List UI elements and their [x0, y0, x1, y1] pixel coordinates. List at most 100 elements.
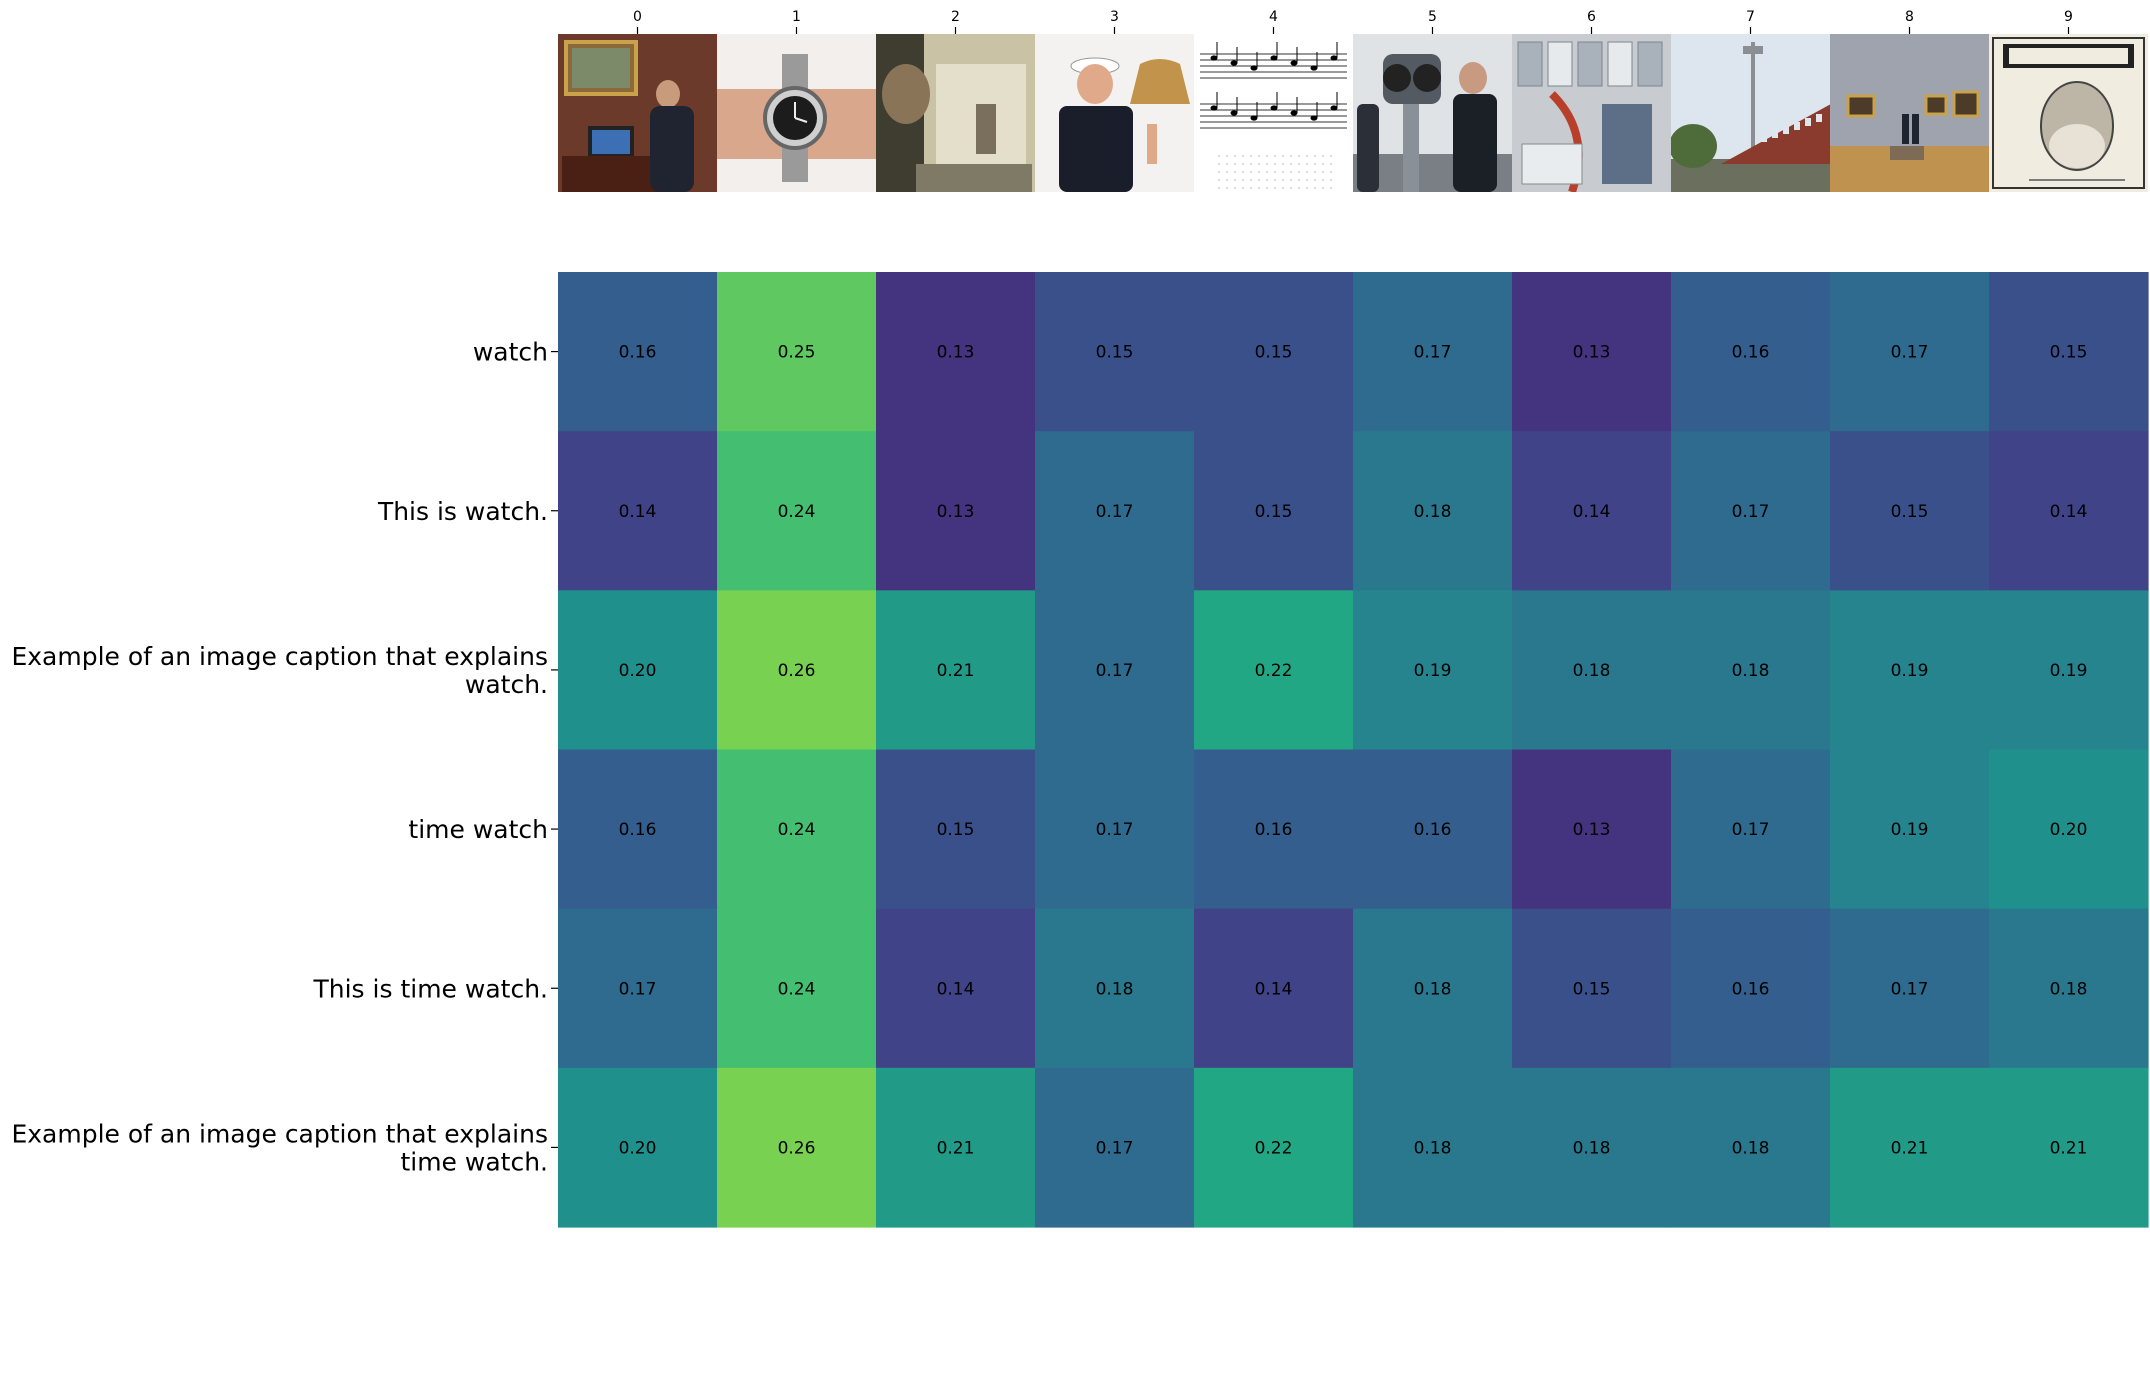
- cell-value-label: 0.17: [1096, 661, 1134, 681]
- heatmap-cell: [558, 590, 718, 751]
- x-tick-label: 8: [1905, 9, 1914, 25]
- heatmap-cell: [558, 1067, 718, 1228]
- column-image-wristwatch-on-wrist: [717, 34, 876, 192]
- heatmap-cell: [1989, 272, 2149, 432]
- heatmap-cell: [1989, 431, 2149, 591]
- cell-value-label: 0.26: [778, 1138, 816, 1158]
- cell-value-label: 0.17: [1414, 343, 1452, 363]
- cell-value-label: 0.18: [1732, 661, 1770, 681]
- cell-value-label: 0.18: [1732, 1138, 1770, 1158]
- x-tick-label: 9: [2064, 9, 2073, 25]
- heatmap-cell: [1035, 908, 1195, 1069]
- heatmap-cells: 0.16 0.25 0.13 0.15 0.15 0.17 0.13 0.16 0.17 0.15…: [558, 272, 2149, 1228]
- heatmap-cell: [1830, 908, 1990, 1069]
- x-tick-label: 6: [1587, 9, 1596, 25]
- heatmap-cell: [1671, 272, 1831, 432]
- cell-value-label: 0.14: [2050, 502, 2088, 522]
- cell-value-label: 0.15: [1255, 343, 1293, 363]
- heatmap-cell: [1671, 590, 1831, 751]
- heatmap-cell: [558, 908, 718, 1069]
- cell-value-label: 0.18: [1573, 661, 1611, 681]
- y-axis-ticks: watch This is watch. Example of an image c…: [11, 338, 558, 1176]
- cell-value-label: 0.24: [778, 502, 816, 522]
- heatmap-cell: [558, 431, 718, 591]
- cell-value-label: 0.14: [1255, 979, 1293, 999]
- heatmap-cell: [876, 908, 1036, 1069]
- heatmap-cell: [1512, 749, 1672, 910]
- heatmap-cell: [876, 590, 1036, 751]
- cell-value-label: 0.13: [1573, 820, 1611, 840]
- x-tick-label: 0: [633, 9, 642, 25]
- column-image-sheet-music-score: [1194, 34, 1353, 192]
- heatmap-cell: [1671, 908, 1831, 1069]
- heatmap-cell: [717, 908, 877, 1069]
- heatmap-cell: [1512, 590, 1672, 751]
- cell-value-label: 0.13: [937, 502, 975, 522]
- cell-value-label: 0.15: [1255, 502, 1293, 522]
- cell-value-label: 0.21: [2050, 1138, 2088, 1158]
- heatmap-cell: [717, 272, 877, 432]
- x-tick-label: 7: [1746, 9, 1755, 25]
- y-tick-label: Example of an image caption that explain…: [11, 1119, 548, 1148]
- cell-value-label: 0.16: [1414, 820, 1452, 840]
- heatmap-cell: [1035, 431, 1195, 591]
- heatmap-cell: [1035, 1067, 1195, 1228]
- cell-value-label: 0.14: [1573, 502, 1611, 522]
- heatmap-cell: [1830, 749, 1990, 910]
- cell-value-label: 0.19: [1891, 820, 1929, 840]
- cell-value-label: 0.15: [1096, 343, 1134, 363]
- x-tick-label: 2: [951, 9, 960, 25]
- cell-value-label: 0.17: [1891, 979, 1929, 999]
- cell-value-label: 0.24: [778, 820, 816, 840]
- cell-value-label: 0.21: [937, 1138, 975, 1158]
- cell-value-label: 0.20: [2050, 820, 2088, 840]
- heatmap-cell: [876, 431, 1036, 591]
- heatmap-cell: [1830, 1067, 1990, 1228]
- heatmap-cell: [717, 1067, 877, 1228]
- cell-value-label: 0.17: [1891, 343, 1929, 363]
- heatmap-cell: [1194, 749, 1354, 910]
- cell-value-label: 0.15: [937, 820, 975, 840]
- cell-value-label: 0.17: [1732, 820, 1770, 840]
- cell-value-label: 0.26: [778, 661, 816, 681]
- heatmap-cell: [558, 272, 718, 432]
- heatmap-cell: [1830, 272, 1990, 432]
- y-tick-label: This is watch.: [377, 497, 548, 526]
- heatmap-cell: [876, 1067, 1036, 1228]
- heatmap-cell: [717, 749, 877, 910]
- heatmap-cell: [1989, 590, 2149, 751]
- x-axis-ticks: 0 1 2 3 4 5 6 7 8 9: [633, 9, 2073, 34]
- cell-value-label: 0.19: [2050, 661, 2088, 681]
- heatmap-cell: [1989, 908, 2149, 1069]
- heatmap-cell: [1353, 431, 1513, 591]
- cell-value-label: 0.15: [2050, 343, 2088, 363]
- x-tick-label: 1: [792, 9, 801, 25]
- column-image-astronaut-inside-space-station-module: [1512, 34, 1671, 192]
- heatmap-cell: [717, 431, 877, 591]
- cell-value-label: 0.17: [1096, 1138, 1134, 1158]
- x-tick-label: 4: [1269, 9, 1278, 25]
- cell-value-label: 0.19: [1891, 661, 1929, 681]
- cell-value-label: 0.25: [778, 343, 816, 363]
- heatmap-cell: [1035, 749, 1195, 910]
- heatmap-cell: [1194, 431, 1354, 591]
- cell-value-label: 0.16: [619, 343, 657, 363]
- cell-value-label: 0.19: [1414, 661, 1452, 681]
- cell-value-label: 0.17: [619, 979, 657, 999]
- y-tick-label: watch: [473, 338, 548, 367]
- cell-value-label: 0.13: [1573, 343, 1611, 363]
- cell-value-label: 0.18: [1096, 979, 1134, 999]
- heatmap-cell: [1830, 590, 1990, 751]
- column-image-sailor-ringing-ship-bell: [1035, 34, 1194, 192]
- cell-value-label: 0.13: [937, 343, 975, 363]
- cell-value-label: 0.16: [1255, 820, 1293, 840]
- cell-value-label: 0.17: [1732, 502, 1770, 522]
- cell-value-label: 0.21: [937, 661, 975, 681]
- cell-value-label: 0.14: [619, 502, 657, 522]
- cell-value-label: 0.24: [778, 979, 816, 999]
- heatmap-cell: [1989, 749, 2149, 910]
- heatmap-cell: [1194, 272, 1354, 432]
- heatmap-cell: [717, 590, 877, 751]
- column-image-strip: [558, 34, 2148, 192]
- heatmap-cell: [1512, 431, 1672, 591]
